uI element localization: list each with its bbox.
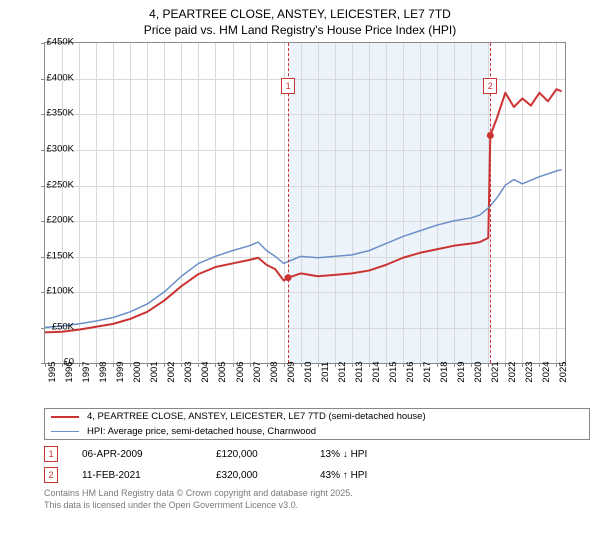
x-tick-mark (267, 363, 268, 367)
legend-swatch (51, 431, 79, 432)
x-tick-label: 2022 (507, 362, 518, 383)
x-tick-label: 1995 (47, 362, 58, 383)
x-tick-label: 2019 (456, 362, 467, 383)
x-tick-label: 2023 (524, 362, 535, 383)
x-tick-label: 1998 (98, 362, 109, 383)
title-block: 4, PEARTREE CLOSE, ANSTEY, LEICESTER, LE… (0, 0, 600, 42)
x-tick-mark (386, 363, 387, 367)
marker-table-date: 11-FEB-2021 (82, 470, 192, 481)
y-tick-label: £450K (47, 37, 74, 48)
x-tick-label: 2004 (200, 362, 211, 383)
chart-container: 4, PEARTREE CLOSE, ANSTEY, LEICESTER, LE… (0, 0, 600, 560)
x-tick-label: 2011 (320, 362, 331, 382)
x-tick-mark (420, 363, 421, 367)
x-tick-label: 2018 (439, 362, 450, 383)
x-tick-mark (96, 363, 97, 367)
series-hpi (45, 170, 562, 328)
y-tick-label: £300K (47, 144, 74, 155)
x-tick-mark (233, 363, 234, 367)
marker-table-row: 1 06-APR-2009 £120,000 13% ↓ HPI (44, 446, 590, 462)
y-tick-mark (41, 186, 45, 187)
x-tick-label: 2010 (303, 362, 314, 383)
legend: 4, PEARTREE CLOSE, ANSTEY, LEICESTER, LE… (44, 408, 590, 440)
x-tick-label: 2020 (473, 362, 484, 383)
x-tick-mark (403, 363, 404, 367)
plot-area: 12 (44, 42, 566, 364)
title-line1: 4, PEARTREE CLOSE, ANSTEY, LEICESTER, LE… (0, 6, 600, 22)
marker-table-num: 1 (44, 446, 58, 462)
x-tick-label: 2025 (558, 362, 569, 383)
x-tick-label: 1996 (64, 362, 75, 383)
legend-label: 4, PEARTREE CLOSE, ANSTEY, LEICESTER, LE… (87, 411, 426, 422)
legend-row: HPI: Average price, semi-detached house,… (45, 424, 589, 439)
footer: Contains HM Land Registry data © Crown c… (44, 488, 590, 511)
y-tick-mark (41, 150, 45, 151)
x-tick-label: 2008 (269, 362, 280, 383)
x-tick-mark (369, 363, 370, 367)
x-tick-mark (318, 363, 319, 367)
marker-table-hpi: 13% ↓ HPI (320, 449, 367, 460)
x-tick-mark (45, 363, 46, 367)
y-tick-mark (41, 221, 45, 222)
marker-table-date: 06-APR-2009 (82, 449, 192, 460)
x-tick-mark (79, 363, 80, 367)
x-tick-label: 2015 (388, 362, 399, 383)
marker-box-1: 1 (281, 78, 295, 94)
legend-row: 4, PEARTREE CLOSE, ANSTEY, LEICESTER, LE… (45, 409, 589, 424)
y-tick-mark (41, 328, 45, 329)
y-tick-label: £250K (47, 179, 74, 190)
y-tick-mark (41, 257, 45, 258)
y-tick-mark (41, 292, 45, 293)
x-tick-mark (335, 363, 336, 367)
marker-table-hpi: 43% ↑ HPI (320, 470, 367, 481)
marker-table-price: £320,000 (216, 470, 296, 481)
y-tick-label: £200K (47, 215, 74, 226)
x-tick-label: 2000 (132, 362, 143, 383)
y-tick-label: £400K (47, 72, 74, 83)
y-tick-mark (41, 79, 45, 80)
y-tick-label: £100K (47, 286, 74, 297)
y-tick-label: £150K (47, 250, 74, 261)
y-tick-mark (41, 43, 45, 44)
x-tick-mark (250, 363, 251, 367)
x-tick-label: 2024 (541, 362, 552, 383)
footer-line1: Contains HM Land Registry data © Crown c… (44, 488, 590, 500)
x-tick-mark (352, 363, 353, 367)
x-tick-label: 1999 (115, 362, 126, 383)
x-tick-label: 2006 (235, 362, 246, 383)
marker-table-row: 2 11-FEB-2021 £320,000 43% ↑ HPI (44, 467, 590, 483)
x-tick-label: 2003 (183, 362, 194, 383)
x-tick-label: 2014 (371, 362, 382, 383)
y-tick-label: £350K (47, 108, 74, 119)
x-tick-label: 2005 (217, 362, 228, 383)
x-tick-label: 2009 (286, 362, 297, 383)
x-tick-label: 1997 (81, 362, 92, 383)
x-tick-label: 2001 (149, 362, 160, 383)
marker-table: 1 06-APR-2009 £120,000 13% ↓ HPI 2 11-FEB-202… (44, 446, 590, 483)
legend-swatch (51, 416, 79, 418)
chart-area: 12 £0£50K£100K£150K£200K£250K£300K£350K£… (44, 42, 600, 402)
x-tick-label: 2016 (405, 362, 416, 383)
marker-table-num: 2 (44, 467, 58, 483)
legend-label: HPI: Average price, semi-detached house,… (87, 426, 316, 437)
footer-line2: This data is licensed under the Open Gov… (44, 500, 590, 512)
y-tick-mark (41, 114, 45, 115)
marker-box-2: 2 (483, 78, 497, 94)
title-line2: Price paid vs. HM Land Registry's House … (0, 22, 600, 38)
x-tick-label: 2002 (166, 362, 177, 383)
x-tick-label: 2007 (252, 362, 263, 383)
x-tick-mark (437, 363, 438, 367)
x-tick-label: 2012 (337, 362, 348, 383)
x-tick-label: 2013 (354, 362, 365, 383)
x-tick-mark (284, 363, 285, 367)
x-tick-label: 2017 (422, 362, 433, 383)
y-tick-label: £50K (52, 321, 74, 332)
marker-table-price: £120,000 (216, 449, 296, 460)
x-tick-mark (301, 363, 302, 367)
x-tick-label: 2021 (490, 362, 501, 383)
